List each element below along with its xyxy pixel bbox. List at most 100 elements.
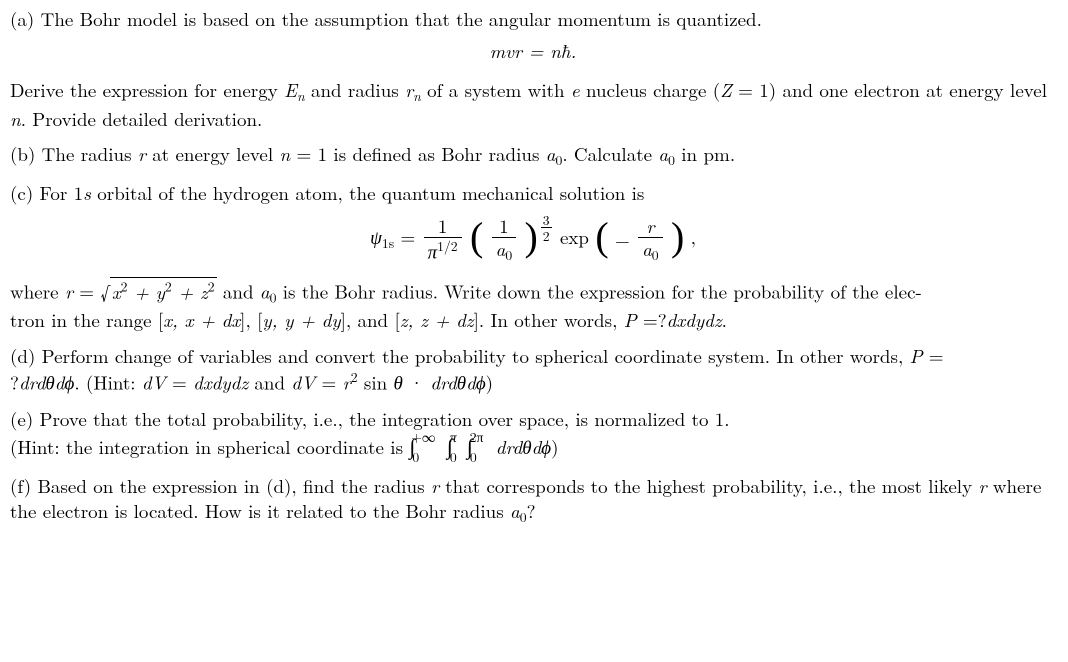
den: π1/2 — [424, 238, 462, 263]
psi-sub: 1s — [382, 233, 394, 252]
text: at energy level — [146, 140, 280, 167]
P: P — [624, 306, 637, 333]
lim2pi: 2π — [470, 427, 484, 446]
lim0-1: 0 — [412, 447, 419, 466]
n: n — [10, 105, 21, 132]
liminf: +∞ — [411, 427, 435, 446]
a0-2: a — [658, 140, 668, 167]
where: where — [10, 278, 65, 305]
sq: 2 — [351, 367, 358, 386]
q: ? — [10, 369, 19, 396]
text: Derive the expression for energy — [10, 76, 284, 103]
zero: 0 — [505, 245, 512, 264]
text: in pm. — [675, 140, 735, 167]
den: 2 — [541, 228, 552, 244]
rb1: ], [ — [240, 306, 262, 333]
lim2pi-t: 2π — [470, 427, 484, 446]
Peq: =? — [637, 306, 667, 333]
document-page: (a) The Bohr model is based on the assum… — [0, 0, 1068, 543]
eq-psi-1s: ψ1s = 1 π1/2 ( 1 a0 )32 exp ( − r a0 ) , — [10, 216, 1056, 263]
theta: θ — [394, 369, 403, 396]
sin: sin — [358, 369, 394, 396]
frac-1-over-pi12: 1 π1/2 — [424, 216, 462, 263]
sqrt-arg: x2 + y2 + z2 — [110, 277, 217, 305]
exp-word: exp — [560, 222, 595, 249]
dV: dV — [142, 369, 166, 396]
r: r — [138, 140, 146, 167]
dxdydz: dxdydz — [193, 369, 248, 396]
text: of a system with — [421, 76, 571, 103]
text: = 1) and one electron at energy level — [732, 76, 1047, 103]
y: + y — [128, 278, 165, 305]
rb2: ], and [ — [341, 306, 400, 333]
x: x — [112, 278, 121, 305]
text: nucleus charge ( — [580, 76, 721, 103]
r: r — [405, 76, 413, 103]
part-e: (e) Prove that the total probability, i.… — [10, 406, 1056, 463]
y: y — [262, 306, 271, 333]
line1: (e) Prove that the total probability, i.… — [10, 405, 730, 432]
comma: , — [691, 222, 696, 249]
Z: Z — [720, 76, 732, 103]
a0: a — [510, 497, 520, 524]
part-a-intro: (a) The Bohr model is based on the assum… — [10, 6, 1056, 32]
r: r — [65, 278, 73, 305]
a0-sub-2: 0 — [668, 151, 675, 170]
text2: that corresponds to the highest probabil… — [439, 472, 978, 499]
a: a — [642, 235, 652, 262]
sq: 2 — [208, 276, 215, 295]
part-c-intro: (c) For 1s orbital of the hydrogen atom,… — [10, 180, 1056, 206]
hint1: . (Hint: — [74, 369, 142, 396]
part-c-body: where r = √x2 + y2 + z2 and a0 is the Bo… — [10, 277, 1056, 333]
text: (d) Perform change of variables and conv… — [10, 342, 910, 369]
a0: a — [260, 278, 270, 305]
eq: = — [394, 222, 421, 249]
and: and — [248, 369, 291, 396]
drdtdp2: drdθdϕ — [430, 369, 485, 396]
eq-sign: = — [522, 37, 550, 64]
zr: , z + dz — [408, 306, 474, 333]
text: = 1 is defined as Bohr radius — [290, 140, 546, 167]
yr: , y + dy — [272, 306, 341, 333]
text: and radius — [305, 76, 405, 103]
cdot: · — [403, 369, 430, 396]
text: orbital of the hydrogen atom, the quantu… — [91, 179, 644, 206]
text1: (f) Based on the expression in (d), find… — [10, 472, 431, 499]
E: E — [284, 76, 297, 103]
eq: = — [73, 278, 100, 305]
r: r — [431, 472, 439, 499]
mvr-rhs: nħ. — [550, 37, 576, 64]
lparen-1: ( — [470, 225, 483, 249]
part-d: (d) Perform change of variables and conv… — [10, 343, 1056, 396]
part-f: (f) Based on the expression in (d), find… — [10, 473, 1056, 527]
drdtdp: drdθdϕ — [19, 369, 74, 396]
heq: = — [166, 369, 193, 396]
a0-sub: 0 — [520, 508, 527, 527]
sq: 2 — [121, 276, 128, 295]
part-a-derive: Derive the expression for energy En and … — [10, 77, 1056, 131]
den: a0 — [638, 238, 663, 264]
dot: . — [722, 306, 727, 333]
z: z — [400, 306, 408, 333]
rparen-1: ) — [524, 225, 537, 249]
e: e — [571, 76, 580, 103]
drdtdp: drdθdϕ — [496, 433, 551, 460]
frac-r-over-a0: r a0 — [638, 216, 663, 263]
neg: − — [615, 226, 630, 253]
a: a — [496, 235, 506, 262]
text: tron in the range [ — [10, 306, 163, 333]
lim0-3: 0 — [470, 447, 477, 466]
dV2: dV — [291, 369, 315, 396]
frac-1-over-a0: 1 a0 — [492, 216, 517, 263]
E-sub: n — [297, 86, 305, 105]
text: (b) The radius — [10, 140, 138, 167]
eq-mvr: mvr = nħ. — [10, 38, 1056, 64]
dxdydz: dxdydz — [667, 306, 722, 333]
exp-half: 1/2 — [437, 236, 458, 255]
text: is the Bohr radius. Write down the expre… — [276, 278, 921, 305]
q: ? — [527, 497, 536, 524]
P: P — [910, 342, 923, 369]
rparen-2: ) — [671, 225, 684, 249]
s: s — [83, 179, 91, 206]
heq2: = — [315, 369, 342, 396]
